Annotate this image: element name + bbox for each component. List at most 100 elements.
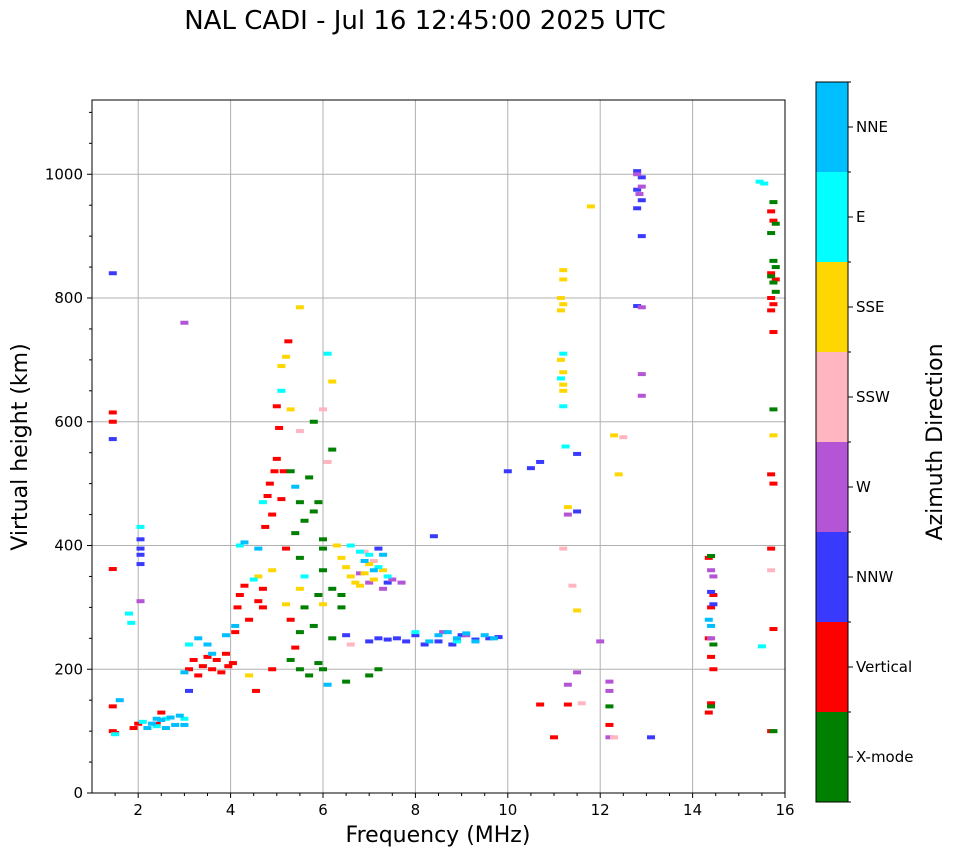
data-point <box>434 633 443 638</box>
data-point <box>369 568 378 573</box>
data-point <box>254 599 263 604</box>
data-point <box>300 605 309 610</box>
data-point <box>136 546 145 551</box>
data-point <box>573 509 582 514</box>
colorbar-tick-label: SSE <box>856 298 885 316</box>
data-point <box>769 407 778 412</box>
data-point <box>767 568 776 573</box>
x-tick-label: 4 <box>226 801 236 819</box>
data-point <box>337 605 346 610</box>
data-point <box>637 184 646 189</box>
data-point <box>245 673 254 678</box>
data-point <box>166 715 175 720</box>
data-point <box>314 500 323 505</box>
data-point <box>157 717 166 722</box>
y-tick-label: 200 <box>54 660 83 678</box>
data-point <box>429 534 438 539</box>
y-tick-label: 600 <box>54 413 83 431</box>
data-point <box>573 608 582 613</box>
data-point <box>769 481 778 486</box>
data-point <box>319 667 327 672</box>
data-point <box>559 277 568 282</box>
data-point <box>769 729 778 734</box>
data-point <box>397 580 406 585</box>
data-point <box>108 419 117 424</box>
x-tick-label: 8 <box>411 801 421 819</box>
colorbar-segment <box>816 172 848 262</box>
data-point <box>709 642 718 647</box>
data-point <box>111 732 120 737</box>
data-point <box>392 636 401 641</box>
data-point <box>203 654 212 659</box>
data-point <box>328 586 337 591</box>
data-point <box>559 351 568 356</box>
data-point <box>152 721 161 726</box>
data-point <box>383 637 392 642</box>
data-point <box>254 574 263 579</box>
data-point <box>185 688 194 693</box>
data-point <box>231 623 240 628</box>
data-point <box>208 667 217 672</box>
data-point <box>637 175 646 180</box>
data-point <box>185 642 194 647</box>
x-tick-label: 2 <box>133 801 143 819</box>
x-axis-label: Frequency (MHz) <box>346 823 531 848</box>
data-point <box>707 654 716 659</box>
data-point <box>771 265 780 270</box>
data-point <box>411 630 420 635</box>
data-point <box>282 546 291 551</box>
data-point <box>161 716 170 721</box>
data-point <box>235 593 244 597</box>
data-point <box>707 568 716 573</box>
data-point <box>365 562 374 567</box>
data-point <box>556 376 565 381</box>
data-point <box>707 636 716 641</box>
data-point <box>503 469 512 474</box>
data-point <box>633 304 642 309</box>
x-tick-label: 14 <box>683 801 702 819</box>
data-point <box>258 500 267 505</box>
data-point <box>767 209 776 214</box>
series-sse <box>245 204 778 678</box>
x-tick-label: 10 <box>498 801 517 819</box>
data-point <box>633 172 642 177</box>
colorbar-label: Azimuth Direction <box>923 343 948 540</box>
data-point <box>282 602 291 607</box>
data-point <box>346 642 355 647</box>
data-point <box>284 339 293 344</box>
data-point <box>129 726 138 731</box>
data-point <box>755 179 764 184</box>
data-point <box>767 231 776 236</box>
colorbar-tick-label: Vertical <box>856 658 912 676</box>
data-point <box>272 456 281 461</box>
data-point <box>360 549 369 554</box>
data-point <box>769 433 778 438</box>
data-point <box>559 404 568 409</box>
data-point <box>709 602 718 607</box>
data-point <box>319 407 327 412</box>
data-point <box>309 419 318 424</box>
data-point <box>610 735 619 740</box>
data-point <box>351 580 360 585</box>
data-point <box>605 679 614 684</box>
data-point <box>388 577 397 582</box>
data-point <box>175 713 184 718</box>
data-point <box>769 218 778 223</box>
data-point <box>319 568 327 573</box>
colorbar-segment <box>816 262 848 352</box>
data-point <box>136 537 145 542</box>
data-point <box>136 552 145 557</box>
data-point <box>637 234 646 239</box>
data-point <box>277 497 286 502</box>
data-point <box>365 580 374 585</box>
data-point <box>143 726 152 731</box>
data-point <box>275 425 284 430</box>
data-point <box>559 388 568 393</box>
data-point <box>420 642 429 647</box>
data-point <box>556 308 565 313</box>
colorbar-tick-label: NNE <box>856 118 888 136</box>
data-point <box>337 593 346 597</box>
data-point <box>124 611 133 616</box>
data-point <box>369 577 378 582</box>
